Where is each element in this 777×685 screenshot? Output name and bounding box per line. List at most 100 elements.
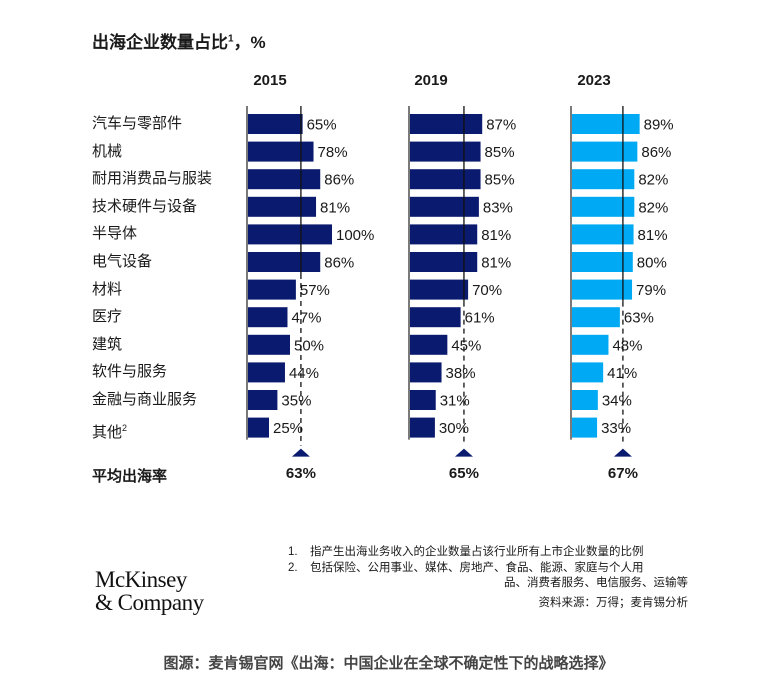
category-label: 金融与商业服务 [92, 390, 197, 410]
bar-2019 [410, 169, 481, 190]
bar-2023 [572, 307, 620, 328]
data-label-2023: 82% [638, 199, 668, 216]
bar-2023 [572, 362, 604, 383]
bar-2015 [248, 141, 314, 162]
bar-2019 [410, 196, 479, 217]
bar-2019 [410, 334, 448, 355]
data-label-2015: 65% [307, 117, 337, 134]
data-label-2023: 34% [602, 393, 632, 410]
bar-2015 [248, 169, 321, 190]
data-label-2019: 30% [439, 420, 469, 437]
column-header-2019: 2019 [414, 72, 448, 89]
category-label-text: 软件与服务 [92, 363, 168, 381]
footnotes: 1. 指产生出海业务收入的企业数量占该行业所有上市企业数量的比例 2. 包括保险… [288, 545, 688, 611]
data-label-2023: 41% [607, 365, 637, 382]
data-label-2019: 61% [465, 310, 495, 327]
category-label: 技术硬件与设备 [92, 197, 197, 217]
average-value-2023: 67% [607, 465, 638, 482]
data-label-2015: 44% [289, 365, 319, 382]
data-label-2023: 48% [612, 337, 642, 354]
category-label-text: 机械 [92, 142, 123, 160]
category-label: 其他2 [92, 418, 128, 441]
category-label: 半导体 [92, 224, 137, 244]
bar-2019 [410, 307, 461, 328]
data-label-2015: 86% [324, 255, 354, 272]
data-label-2023: 80% [637, 255, 667, 272]
data-label-2015: 100% [336, 227, 374, 244]
bar-2023 [572, 279, 633, 300]
bar-2019 [410, 279, 469, 300]
footnote-number: 1. [288, 546, 298, 558]
data-label-2015: 78% [318, 144, 348, 161]
category-label: 医疗 [92, 307, 122, 327]
category-label-text: 金融与商业服务 [92, 391, 198, 408]
average-marker-2023 [613, 448, 632, 457]
bar-2015 [248, 279, 296, 300]
category-label-text: 汽车与零部件 [92, 115, 183, 132]
category-label-text: 技术硬件与设备 [92, 197, 198, 215]
footnote-number: 2. [288, 561, 298, 574]
average-label: 平均出海率 [92, 468, 168, 485]
bar-2023 [572, 390, 598, 410]
data-label-2023: 86% [641, 144, 671, 161]
data-label-2019: 83% [483, 199, 513, 216]
bar-2019 [410, 224, 478, 245]
category-label-text: 其他 [92, 423, 123, 441]
bar-2019 [410, 114, 483, 134]
footnote-2: 2. 包括保险、公用事业、媒体、房地产、食品、能源、家庭与个人用 [288, 561, 688, 577]
data-label-2023: 89% [644, 117, 674, 134]
bar-2023 [572, 196, 635, 217]
bar-2019 [410, 417, 435, 438]
mckinsey-logo: McKinsey & Company [95, 568, 204, 614]
column-header-2023: 2023 [577, 72, 611, 89]
data-label-2019: 85% [485, 144, 515, 161]
category-label: 软件与服务 [92, 362, 167, 382]
title-suffix: ，% [233, 33, 266, 52]
bar-2023 [572, 114, 640, 134]
bar-2019 [410, 252, 478, 272]
column-header-2015: 2015 [253, 72, 287, 89]
image-caption: 图源：麦肯锡官网《出海：中国企业在全球不确定性下的战略选择》 [163, 655, 614, 672]
bar-2015 [248, 334, 290, 355]
data-label-2015: 35% [281, 393, 311, 410]
footnote-text: 指产生出海业务收入的企业数量占该行业所有上市企业数量的比例 [310, 546, 644, 558]
category-label: 建筑 [92, 335, 122, 355]
bar-2015 [248, 224, 332, 245]
category-label-text: 材料 [92, 280, 123, 298]
bar-2023 [572, 224, 634, 245]
footnote-text: 包括保险、公用事业、媒体、房地产、食品、能源、家庭与个人用 [310, 561, 644, 574]
logo-line-2: & Company [95, 590, 204, 615]
data-label-2019: 45% [451, 337, 481, 354]
bar-2015 [248, 114, 303, 134]
data-label-2015: 81% [320, 199, 350, 216]
data-label-2019: 81% [481, 227, 511, 244]
bar-2015 [248, 307, 288, 328]
bar-2015 [248, 196, 317, 217]
bar-2023 [572, 334, 609, 355]
bar-2019 [410, 362, 442, 383]
data-label-2015: 57% [300, 282, 330, 299]
data-label-2019: 70% [472, 282, 502, 299]
data-label-2019: 81% [481, 255, 511, 272]
average-value-2019: 65% [448, 465, 479, 482]
data-label-2015: 86% [324, 172, 354, 189]
bar-2019 [410, 390, 436, 410]
bar-2015 [248, 362, 285, 383]
data-label-2023: 33% [601, 420, 631, 437]
data-label-2019: 31% [440, 393, 470, 410]
category-label: 机械 [92, 142, 122, 162]
source-text: 资料来源：万得；麦肯锡分析 [538, 596, 689, 609]
title-footnote-marker: 1 [228, 33, 234, 45]
category-label-text: 建筑 [92, 335, 123, 353]
category-label: 汽车与零部件 [92, 114, 182, 134]
category-label-text: 半导体 [92, 225, 138, 243]
average-value-2015: 63% [285, 465, 316, 482]
bar-2015 [248, 390, 278, 410]
bar-2023 [572, 252, 633, 272]
category-footnote-marker: 2 [122, 422, 128, 433]
bar-2023 [572, 417, 598, 438]
category-label: 材料 [92, 280, 122, 300]
average-marker-2015 [291, 448, 310, 457]
category-label-text: 医疗 [92, 308, 123, 326]
